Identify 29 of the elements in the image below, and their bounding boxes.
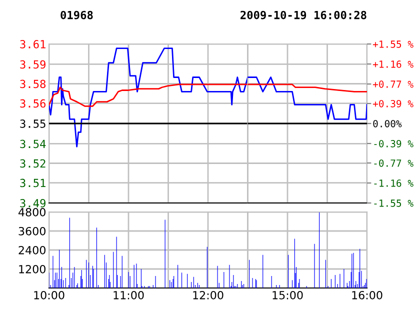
y-tick-label: 3.51: [20, 178, 46, 188]
x-tick-label: 12:00: [193, 290, 224, 300]
y-tick-label: 3.52: [20, 159, 46, 168]
y-tick-label: 3.55: [20, 120, 46, 128]
y-tick-label: 3.58: [20, 80, 46, 88]
text: +1.55 %: [372, 40, 414, 48]
y-tick-label: 2400: [18, 246, 46, 254]
chart-title: 01968: [60, 10, 93, 20]
x-tick-label: 11:00: [114, 290, 144, 300]
y-tick-label: 1200: [19, 264, 46, 274]
y-tick-label: 3.61: [20, 40, 46, 48]
text: +0.77 %: [372, 80, 414, 88]
chart-title: 2009-10-19 16:00:28: [240, 10, 366, 20]
y-tick-label: 3.56: [20, 99, 46, 108]
x-tick-label: 10:00: [34, 290, 64, 300]
text: +0.39 %: [372, 100, 414, 108]
text: -1.16 %: [374, 180, 414, 187]
text: -0.39 %: [374, 140, 414, 148]
y-tick-label: 3.49: [20, 199, 46, 208]
text: -0.77 %: [374, 159, 414, 167]
text: 0.00%: [373, 120, 402, 128]
text: -1.55 %: [374, 200, 414, 207]
y-tick-label: 3600: [18, 226, 46, 236]
y-tick-label: 4800: [18, 208, 46, 216]
text: +1.16 %: [372, 60, 414, 68]
y-tick-label: 3.54: [20, 140, 46, 148]
x-tick-label: 16:00: [352, 290, 382, 300]
y-tick-label: 3.59: [20, 60, 46, 69]
x-tick-label: 15:00: [272, 290, 303, 300]
